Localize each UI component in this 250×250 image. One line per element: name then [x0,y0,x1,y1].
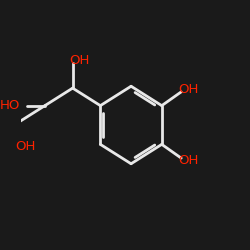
Text: OH: OH [178,154,198,166]
Text: OH: OH [178,83,198,96]
Text: OH: OH [69,54,89,66]
Text: OH: OH [16,140,36,153]
Text: HO: HO [0,99,20,112]
